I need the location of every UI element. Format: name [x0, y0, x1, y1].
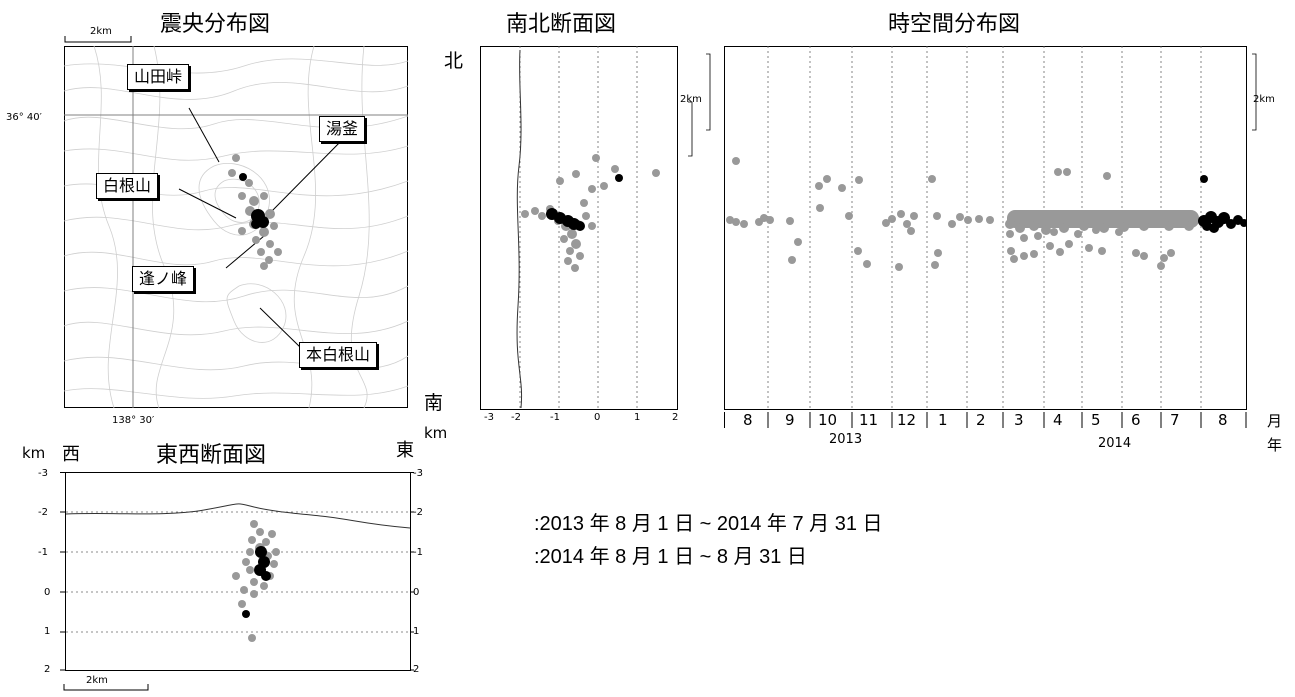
map-scale-label: 2km: [90, 26, 112, 37]
ew-ytick-right-5: 2: [413, 664, 420, 675]
ts-right-scale-bar: [1252, 53, 1257, 131]
ew-ytick-right-3: 0: [413, 587, 420, 598]
ew-events-black: [242, 546, 271, 618]
ts-year-unit: 年: [1267, 436, 1283, 454]
ew-ytick-left-3: 0: [44, 587, 51, 598]
ts-month-9: 5: [1091, 411, 1101, 429]
ts-scale-label: 2km: [1253, 94, 1275, 105]
ts-month-0: 8: [743, 411, 753, 429]
epicenter-map-title: 震央分布図: [160, 12, 271, 37]
ns-scale-label: 2km: [680, 94, 702, 105]
label-shirane-san: 白根山: [96, 173, 159, 199]
ts-dense-band-gray: [1007, 210, 1199, 228]
ts-month-11: 7: [1170, 411, 1180, 429]
ew-ytick-left-0: -3: [38, 468, 48, 479]
label-yamada-pass: 山田峠: [127, 64, 190, 90]
ts-events-black: [1198, 175, 1247, 233]
ew-scale-label: 2km: [86, 675, 108, 686]
time-space-title: 時空間分布図: [888, 12, 1021, 37]
ew-east-label: 東: [396, 440, 414, 461]
ns-x-tick-2: -1: [550, 412, 560, 423]
ew-topography: [65, 503, 411, 529]
ns-x-tick-5: 2: [672, 412, 679, 423]
ts-year-2013: 2013: [829, 432, 863, 447]
time-space-plot: [724, 46, 1247, 410]
map-lat-label: 36° 40′: [6, 112, 42, 123]
ts-month-unit: 月: [1267, 412, 1283, 430]
ts-month-3: 11: [859, 411, 879, 429]
ew-events-gray: [232, 520, 280, 642]
ew-section-plot: [60, 472, 414, 671]
ew-km-label: km: [22, 444, 46, 462]
ew-gridlines: [66, 511, 410, 633]
label-moto-shirane: 本白根山: [299, 342, 378, 368]
ns-x-tick-1: -2: [511, 412, 521, 423]
ew-section-title: 東西断面図: [156, 443, 267, 468]
ts-left-scale-bar: [706, 53, 711, 131]
ew-ytick-left-1: -2: [38, 507, 48, 518]
ts-month-1: 9: [785, 411, 795, 429]
ew-ytick-right-0: -3: [413, 468, 423, 479]
ts-month-5: 1: [938, 411, 948, 429]
ew-ytick-left-4: 1: [44, 626, 51, 637]
ew-ytick-right-2: -1: [413, 547, 423, 558]
ts-month-12: 8: [1218, 411, 1228, 429]
map-lon-label: 138° 30′: [112, 415, 155, 426]
map-scale-bar: [64, 36, 132, 43]
ts-month-10: 6: [1131, 411, 1141, 429]
ns-x-tick-0: -3: [484, 412, 494, 423]
ts-month-7: 3: [1014, 411, 1024, 429]
ts-month-6: 2: [976, 411, 986, 429]
ns-x-tick-3: 0: [594, 412, 601, 423]
ns-section-plot: [480, 46, 693, 410]
ew-ytick-right-4: 1: [413, 626, 420, 637]
ns-km-label: km: [424, 424, 448, 442]
ts-month-axis: [724, 412, 1247, 428]
ns-events-black: [546, 174, 623, 231]
label-ainomine: 逢ノ峰: [132, 266, 195, 292]
legend-gray-period: :2013 年 8 月 1 日 ~ 2014 年 7 月 31 日: [534, 513, 883, 535]
ts-month-8: 4: [1053, 411, 1063, 429]
legend-black-period: :2014 年 8 月 1 日 ~ 8 月 31 日: [534, 546, 807, 568]
ew-scale-bar: [63, 684, 149, 691]
label-yugama: 湯釜: [319, 116, 366, 142]
ew-ytick-left-2: -1: [38, 547, 48, 558]
ns-topography: [516, 49, 523, 409]
ns-north-label: 北: [444, 50, 464, 72]
contour-lines: [64, 46, 408, 408]
ts-events-gray: [726, 157, 1175, 271]
ts-month-4: 12: [897, 411, 917, 429]
ns-south-label: 南: [424, 392, 444, 414]
map-events-black: [239, 173, 269, 229]
ew-ytick-left-5: 2: [44, 664, 51, 675]
ns-gridlines: [519, 46, 638, 410]
ns-section-title: 南北断面図: [506, 12, 617, 37]
ew-west-label: 西: [62, 444, 80, 465]
ts-year-2014: 2014: [1098, 436, 1132, 451]
ts-month-2: 10: [818, 411, 838, 429]
ts-band-edges: [1005, 219, 1194, 235]
ew-ytick-right-1: -2: [413, 507, 423, 518]
ns-x-tick-4: 1: [634, 412, 641, 423]
